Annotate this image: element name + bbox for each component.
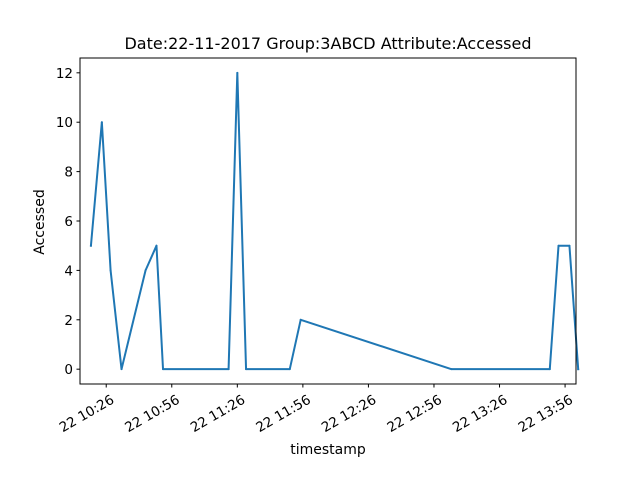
data-point — [89, 244, 92, 247]
y-axis-label: Accessed — [32, 189, 48, 254]
data-point — [109, 269, 112, 272]
y-tick-label: 4 — [64, 263, 73, 279]
x-axis-label: timestamp — [290, 442, 366, 458]
y-tick-label: 10 — [56, 115, 73, 131]
y-axis-ticks: 0 2 4 6 8 10 12 — [56, 66, 80, 378]
data-point — [568, 244, 571, 247]
data-point — [548, 368, 551, 371]
data-point — [162, 368, 165, 371]
y-tick-label: 0 — [64, 362, 73, 378]
y-tick-label: 6 — [64, 214, 73, 230]
data-point — [155, 244, 158, 247]
data-point — [577, 368, 580, 371]
series-layer — [89, 71, 580, 371]
y-tick-label: 2 — [64, 313, 73, 329]
data-point — [557, 244, 560, 247]
data-point — [245, 368, 248, 371]
data-point — [450, 368, 453, 371]
plot-frame — [79, 57, 577, 385]
y-tick-label: 12 — [56, 66, 73, 82]
data-point — [227, 368, 230, 371]
data-point — [144, 269, 147, 272]
data-point — [100, 121, 103, 124]
data-point — [299, 318, 302, 321]
data-point — [288, 368, 291, 371]
y-tick-label: 8 — [64, 165, 73, 181]
data-point — [120, 368, 123, 371]
chart-title: Date:22-11-2017 Group:3ABCD Attribute:Ac… — [124, 34, 531, 53]
data-point — [236, 71, 239, 74]
